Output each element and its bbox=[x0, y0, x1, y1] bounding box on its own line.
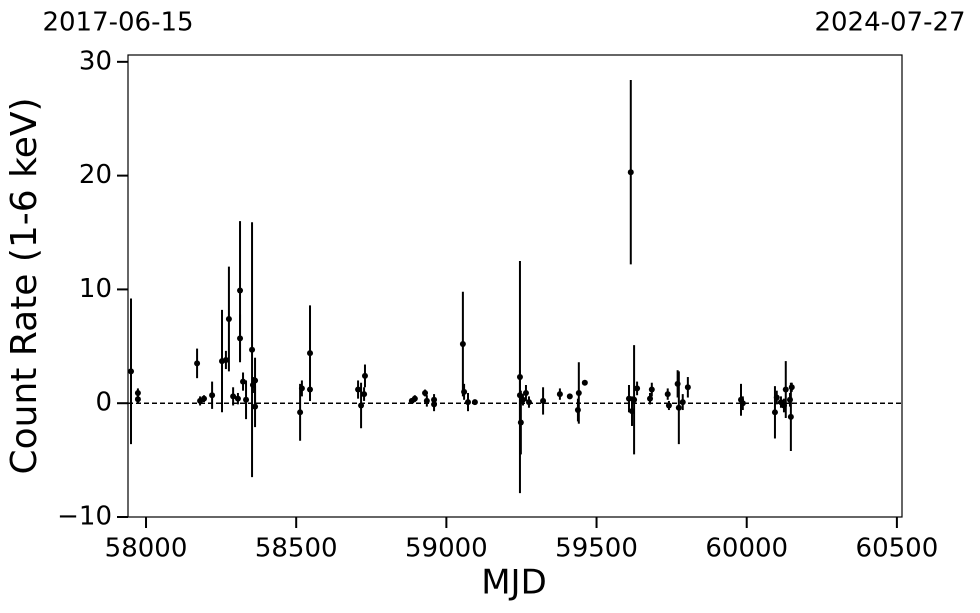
y-tick-label: 0 bbox=[95, 388, 112, 418]
data-point bbox=[307, 386, 314, 393]
top-left-date: 2017-06-15 bbox=[42, 8, 193, 38]
data-point bbox=[675, 404, 682, 411]
data-point bbox=[252, 403, 259, 410]
data-point bbox=[128, 368, 135, 375]
data-point bbox=[431, 396, 438, 403]
y-tick-label: 10 bbox=[79, 274, 112, 304]
data-point bbox=[519, 396, 526, 403]
data-point bbox=[647, 395, 654, 402]
y-tick-label: 20 bbox=[79, 160, 112, 190]
data-point bbox=[631, 396, 638, 403]
data-point bbox=[225, 316, 232, 322]
data-point bbox=[459, 341, 466, 348]
data-point bbox=[471, 399, 478, 406]
plot-frame bbox=[127, 54, 903, 518]
data-point bbox=[522, 389, 529, 396]
x-tick-label: 58500 bbox=[255, 534, 338, 564]
data-point bbox=[307, 350, 314, 357]
data-point bbox=[361, 372, 368, 379]
data-point bbox=[773, 394, 780, 401]
data-point bbox=[575, 389, 582, 396]
y-tick-label: 30 bbox=[79, 46, 112, 76]
data-point bbox=[194, 360, 201, 367]
y-axis-label: Count Rate (1-6 keV) bbox=[4, 97, 45, 474]
data-point bbox=[540, 397, 547, 404]
x-tick-label: 58000 bbox=[105, 534, 188, 564]
data-point bbox=[297, 409, 304, 416]
data-point bbox=[787, 413, 794, 420]
data-point bbox=[422, 389, 429, 396]
data-point bbox=[648, 386, 655, 393]
data-point bbox=[771, 409, 778, 416]
data-point bbox=[664, 391, 671, 398]
data-point bbox=[627, 169, 634, 176]
data-point bbox=[209, 392, 216, 399]
data-point bbox=[234, 395, 241, 402]
data-point bbox=[516, 392, 523, 399]
data-point bbox=[556, 391, 563, 398]
data-point bbox=[134, 389, 141, 396]
data-point bbox=[200, 395, 207, 402]
x-tick-label: 60000 bbox=[705, 534, 788, 564]
data-point bbox=[240, 378, 247, 385]
data-point bbox=[517, 419, 524, 426]
data-point bbox=[358, 402, 365, 409]
x-tick-label: 60500 bbox=[856, 534, 939, 564]
data-point bbox=[237, 287, 244, 294]
data-point bbox=[355, 386, 362, 393]
data-point bbox=[361, 391, 368, 398]
data-point bbox=[684, 384, 691, 391]
data-point bbox=[230, 393, 237, 400]
data-point bbox=[461, 388, 468, 395]
data-point bbox=[679, 399, 686, 406]
data-point bbox=[739, 400, 746, 407]
data-point bbox=[411, 395, 418, 402]
data-point bbox=[252, 377, 259, 384]
x-tick-label: 59500 bbox=[555, 534, 638, 564]
data-point bbox=[249, 346, 256, 353]
x-tick-label: 59000 bbox=[405, 534, 488, 564]
data-point bbox=[782, 386, 789, 393]
data-point bbox=[634, 385, 641, 392]
y-tick-label: −10 bbox=[57, 502, 112, 532]
data-point bbox=[665, 402, 672, 409]
data-point bbox=[298, 385, 305, 392]
data-point bbox=[222, 356, 229, 363]
data-point bbox=[237, 335, 244, 342]
data-point bbox=[566, 393, 573, 400]
data-point bbox=[581, 379, 588, 386]
data-point bbox=[625, 395, 632, 402]
data-point bbox=[243, 396, 250, 403]
data-point bbox=[788, 384, 795, 391]
data-point bbox=[134, 396, 141, 403]
data-point bbox=[423, 397, 430, 404]
data-point bbox=[525, 399, 532, 406]
top-right-date: 2024-07-27 bbox=[814, 8, 965, 38]
data-point bbox=[464, 399, 471, 406]
x-axis-label: MJD bbox=[481, 563, 547, 603]
